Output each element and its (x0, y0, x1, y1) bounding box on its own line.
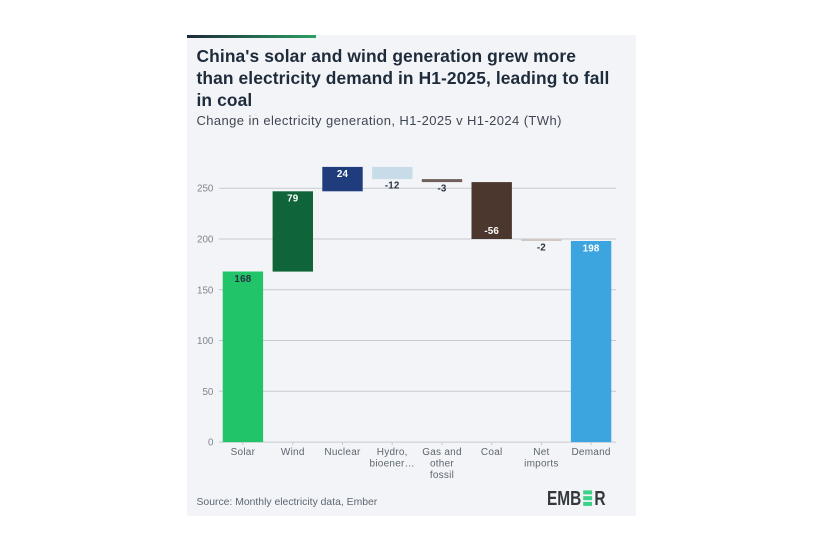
svg-text:150: 150 (197, 285, 214, 296)
svg-text:Demand: Demand (571, 447, 610, 458)
svg-text:Gas and: Gas and (422, 447, 462, 458)
svg-text:Net: Net (533, 447, 549, 458)
svg-text:imports: imports (524, 458, 559, 469)
svg-text:Solar: Solar (231, 447, 256, 458)
svg-text:Wind: Wind (281, 447, 305, 458)
svg-text:-56: -56 (484, 226, 499, 237)
svg-text:24: 24 (337, 169, 349, 180)
svg-text:-3: -3 (437, 184, 446, 195)
svg-text:EMB: EMB (547, 490, 581, 507)
svg-text:Coal: Coal (481, 447, 503, 458)
svg-text:50: 50 (202, 387, 213, 398)
svg-text:79: 79 (287, 194, 299, 205)
svg-text:bioener…: bioener… (370, 458, 415, 469)
svg-text:fossil: fossil (430, 470, 454, 481)
svg-text:R: R (594, 490, 606, 507)
svg-text:0: 0 (208, 438, 214, 449)
svg-text:198: 198 (583, 243, 600, 254)
svg-text:other: other (430, 458, 454, 469)
svg-text:100: 100 (197, 336, 214, 347)
svg-text:Nuclear: Nuclear (324, 447, 361, 458)
svg-text:-12: -12 (385, 180, 400, 191)
svg-text:250: 250 (197, 184, 214, 195)
svg-text:Hydro,: Hydro, (377, 447, 408, 458)
svg-text:-2: -2 (537, 242, 546, 253)
svg-text:168: 168 (234, 274, 251, 285)
svg-text:200: 200 (197, 235, 214, 246)
